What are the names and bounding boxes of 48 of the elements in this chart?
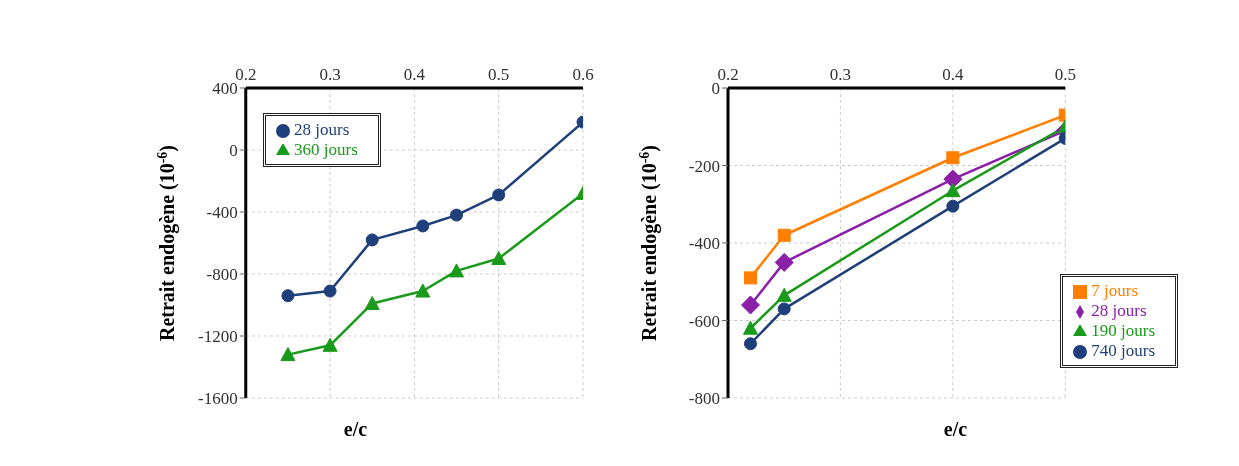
y-tick-label: -600 — [688, 311, 720, 331]
x-axis-title: e/c — [943, 418, 968, 440]
point — [365, 233, 379, 247]
point — [777, 228, 791, 242]
point — [743, 337, 757, 351]
point — [777, 302, 791, 316]
x-tick-label: 0.5 — [488, 65, 510, 84]
legend-label: 740 jours — [1091, 341, 1155, 360]
y-tick-label: -1200 — [198, 327, 238, 347]
x-tick-label: 0.5 — [1054, 65, 1076, 84]
y-tick-label: -800 — [688, 389, 720, 409]
legend-label: 190 jours — [1091, 321, 1155, 340]
legend-label: 360 jours — [294, 140, 358, 159]
point — [776, 287, 792, 302]
y-tick-label: -400 — [688, 234, 720, 254]
y-tick-label: 0 — [229, 141, 238, 161]
x-tick-label: 0.4 — [942, 65, 964, 84]
point — [774, 252, 794, 272]
y-tick-label: 400 — [212, 79, 238, 99]
point — [281, 289, 295, 303]
point — [492, 188, 506, 202]
point — [449, 263, 465, 278]
x-tick-label: 0.3 — [829, 65, 852, 84]
y-tick-label: -400 — [206, 203, 238, 223]
legend-label: 28 jours — [1091, 301, 1147, 320]
point — [742, 320, 758, 335]
y-tick-label: -200 — [688, 156, 720, 176]
x-tick-label: 0.3 — [319, 65, 341, 84]
point — [491, 251, 507, 265]
x-tick-label: 0.2 — [717, 65, 739, 84]
x-tick-label: 0.4 — [403, 65, 426, 84]
x-tick-label: 0.2 — [235, 65, 257, 84]
legend-label: 7 jours — [1091, 281, 1138, 300]
x-tick-label: 0.6 — [572, 65, 594, 84]
point — [280, 347, 296, 362]
point — [322, 337, 338, 352]
point — [450, 208, 464, 222]
y-tick-label: -1600 — [198, 389, 238, 409]
y-tick-label: 0 — [711, 79, 720, 99]
point — [416, 219, 430, 233]
point — [364, 295, 380, 310]
point — [415, 283, 431, 298]
x-axis-title: e/c — [343, 418, 368, 440]
point — [743, 271, 757, 285]
y-tick-label: -800 — [206, 265, 238, 285]
point — [323, 284, 337, 298]
point — [740, 295, 760, 315]
legend-label: 28 jours — [294, 120, 350, 139]
